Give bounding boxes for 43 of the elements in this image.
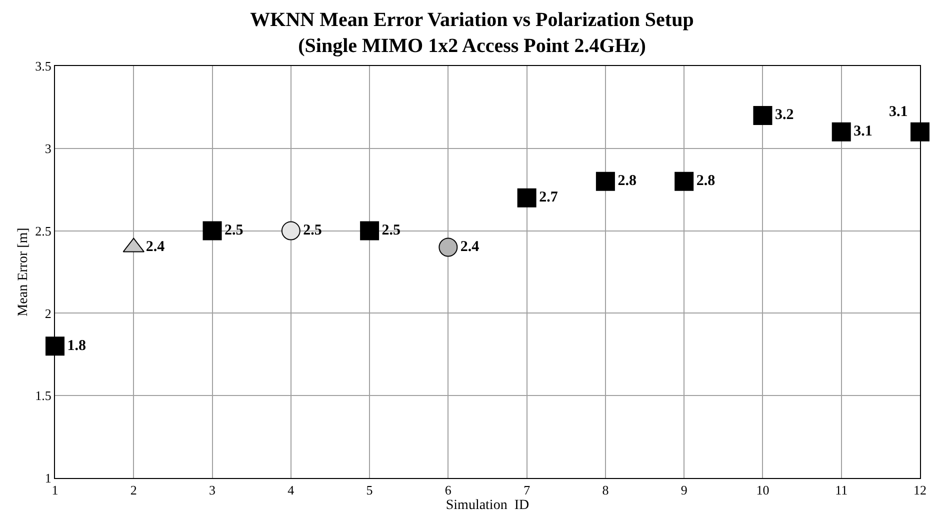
point (517, 188, 536, 208)
point (46, 336, 64, 356)
point (202, 221, 222, 240)
data-label: 3.1 (889, 104, 908, 120)
point (753, 106, 772, 125)
point (910, 122, 930, 142)
point (832, 122, 851, 142)
x-axis-title: Simulation ID (446, 498, 530, 513)
data-label: 2.7 (539, 190, 558, 206)
data-label: 3.1 (854, 124, 872, 140)
x-tick-label: 10 (756, 482, 770, 498)
x-tick-label: 3 (209, 482, 216, 498)
point (596, 172, 615, 191)
x-tick-label: 2 (130, 482, 137, 498)
data-label: 2.4 (146, 239, 166, 256)
y-axis-title: Mean Error [m] (16, 228, 31, 316)
data-label: 2.8 (618, 173, 636, 190)
data-label: 2.4 (460, 239, 480, 256)
x-tick-label: 4 (288, 482, 295, 498)
data-label: 2.5 (303, 222, 322, 239)
point (674, 172, 694, 191)
y-tick-label: 3 (44, 140, 52, 156)
data-label: 3.2 (774, 107, 794, 124)
y-tick-label: 2.5 (35, 223, 52, 238)
x-tick-label: 8 (602, 482, 609, 498)
chart-title: WKNN Mean Error Variation vs Polarization Setup (Single MIMO 1x2 Access Point 2.4GHz) (250, 9, 694, 57)
y-tick-label: 1.5 (35, 388, 52, 404)
x-tick-label: 7 (524, 482, 531, 498)
x-tick-label: 11 (835, 482, 848, 498)
data-label: 2.8 (696, 173, 716, 190)
data-label: 2.5 (224, 222, 244, 239)
data-label: 1.8 (67, 338, 86, 354)
y-tick-label: 3.5 (35, 58, 52, 74)
x-tick-label: 5 (366, 482, 373, 498)
x-tick-label: 9 (680, 482, 688, 498)
point (281, 221, 300, 240)
point (360, 221, 380, 240)
data-label: 2.5 (382, 222, 401, 239)
y-tick-label: 2 (44, 306, 52, 321)
y-tick-label: 1 (44, 470, 52, 486)
x-tick-label: 6 (444, 482, 452, 498)
x-tick-label: 12 (914, 482, 926, 498)
point (438, 238, 458, 257)
